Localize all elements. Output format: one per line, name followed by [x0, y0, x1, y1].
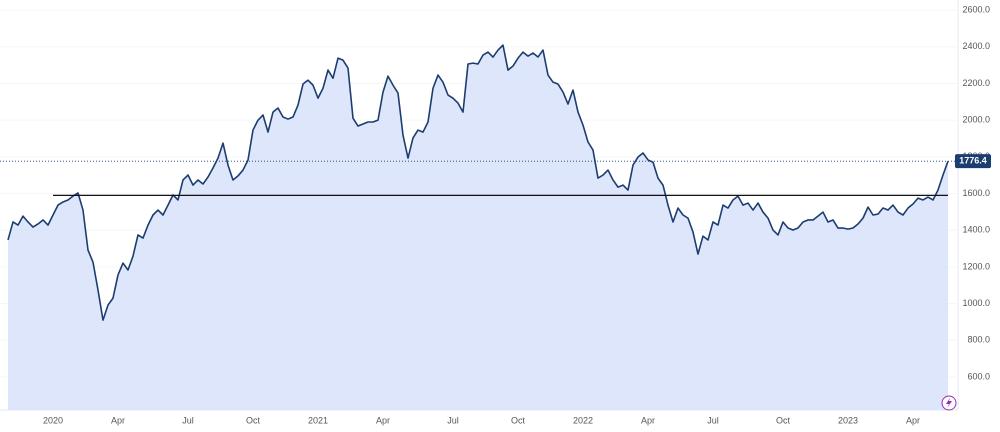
x-tick-label: Oct — [246, 415, 261, 425]
y-tick-label: 1000.0 — [962, 298, 990, 308]
last-price-box — [955, 154, 991, 169]
y-tick-label: 1400.0 — [962, 225, 990, 235]
x-tick-label: 2021 — [308, 415, 328, 425]
x-tick-label: Oct — [511, 415, 526, 425]
x-tick-label: Jul — [707, 415, 719, 425]
x-tick-label: Apr — [111, 415, 125, 425]
y-tick-label: 2200.0 — [962, 78, 990, 88]
x-tick-label: 2020 — [43, 415, 63, 425]
x-tick-label: 2022 — [573, 415, 593, 425]
y-tick-label: 2600.0 — [962, 4, 990, 14]
x-tick-label: Jul — [447, 415, 459, 425]
lightning-bolt — [946, 398, 952, 408]
y-tick-label: 800.0 — [967, 335, 990, 345]
x-tick-label: Apr — [376, 415, 390, 425]
x-tick-label: Apr — [906, 415, 920, 425]
y-tick-label: 1200.0 — [962, 261, 990, 271]
x-tick-label: 2023 — [838, 415, 858, 425]
y-tick-label: 2000.0 — [962, 115, 990, 125]
y-tick-label: 2400.0 — [962, 41, 990, 51]
y-tick-label: 1600.0 — [962, 188, 990, 198]
x-tick-label: Oct — [776, 415, 791, 425]
x-tick-label: Apr — [641, 415, 655, 425]
x-tick-label: Jul — [182, 415, 194, 425]
price-line — [7, 44, 949, 321]
area-fill — [8, 45, 948, 410]
last-price-label: 1776.4 — [959, 156, 987, 166]
y-tick-label: 600.0 — [967, 371, 990, 381]
